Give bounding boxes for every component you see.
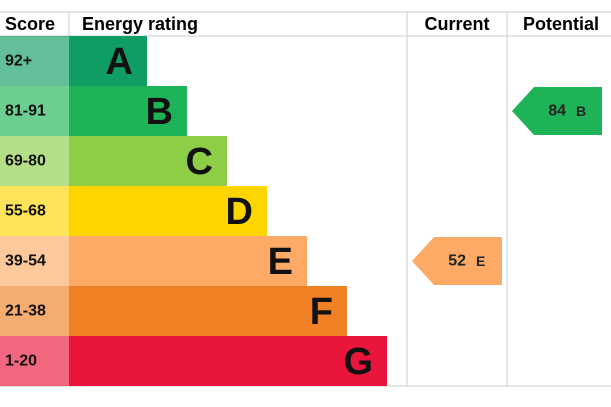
header: Current: [424, 14, 489, 34]
arrow-value: 84: [548, 103, 566, 120]
rating-arrow: 84 B: [512, 87, 602, 135]
score-label: 92+: [5, 53, 32, 70]
rating-letter: D: [226, 191, 253, 233]
arrow-letter: B: [576, 103, 586, 119]
score-cell: [0, 136, 69, 186]
score-cell: [0, 286, 69, 336]
rating-bar: [69, 236, 307, 286]
header: Potential: [523, 14, 599, 34]
rating-letter: F: [310, 291, 333, 333]
rating-bar: [69, 336, 387, 386]
rating-arrow: 52 E: [412, 237, 502, 285]
rating-bar: [69, 136, 227, 186]
score-label: 21-38: [5, 303, 46, 320]
score-label: 1-20: [5, 353, 37, 370]
rating-bar: [69, 36, 147, 86]
header: Score: [5, 14, 55, 34]
rating-letter: A: [106, 41, 133, 83]
score-cell: [0, 236, 69, 286]
score-label: 81-91: [5, 103, 46, 120]
arrow-shape: [412, 237, 502, 285]
score-cell: [0, 86, 69, 136]
score-label: 39-54: [5, 253, 46, 270]
header: Energy rating: [82, 14, 198, 34]
arrow-value: 52: [448, 253, 466, 270]
rating-bar: [69, 86, 187, 136]
rating-letter: G: [343, 341, 373, 383]
score-cell: [0, 36, 69, 86]
arrow-shape: [512, 87, 602, 135]
rating-bar: [69, 286, 347, 336]
rating-bar: [69, 186, 267, 236]
arrow-letter: E: [476, 253, 485, 269]
rating-letter: B: [146, 91, 173, 133]
score-label: 55-68: [5, 203, 46, 220]
score-cell: [0, 336, 69, 386]
rating-letter: C: [186, 141, 213, 183]
score-label: 69-80: [5, 153, 46, 170]
score-cell: [0, 186, 69, 236]
rating-letter: E: [268, 241, 293, 283]
